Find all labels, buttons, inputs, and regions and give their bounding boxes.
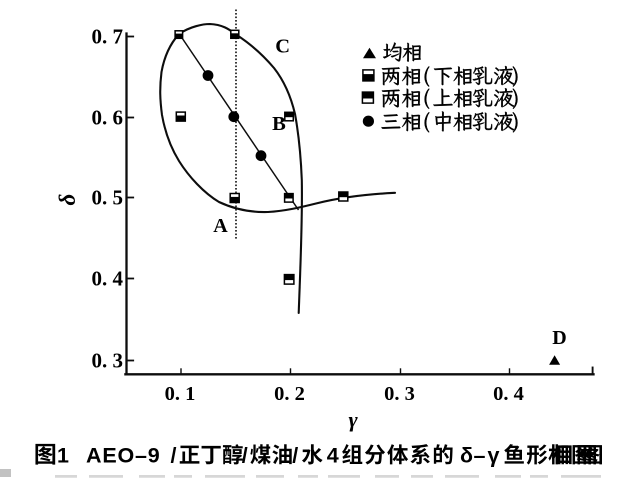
svg-text:δ: δ: [55, 194, 80, 206]
svg-text:/: /: [292, 444, 298, 468]
svg-text:0. 5: 0. 5: [92, 186, 124, 210]
svg-text:/: /: [242, 444, 248, 468]
svg-text:B: B: [272, 113, 286, 135]
svg-text:AEO–9: AEO–9: [86, 444, 161, 468]
svg-text:0. 4: 0. 4: [493, 383, 524, 405]
svg-text:0. 6: 0. 6: [92, 106, 124, 130]
svg-text:4: 4: [327, 444, 339, 468]
svg-text:A: A: [213, 215, 228, 237]
svg-text:0. 3: 0. 3: [384, 383, 415, 405]
svg-text:0. 2: 0. 2: [274, 383, 305, 405]
svg-text:/: /: [171, 444, 177, 468]
svg-text:γ: γ: [349, 407, 359, 432]
svg-text:C: C: [275, 36, 290, 58]
svg-text:γ: γ: [488, 444, 500, 468]
svg-text:0. 1: 0. 1: [165, 383, 196, 405]
svg-text:0. 3: 0. 3: [92, 349, 124, 373]
svg-text:0. 7: 0. 7: [92, 25, 124, 49]
svg-text:0. 4: 0. 4: [92, 267, 124, 291]
svg-text:D: D: [552, 327, 566, 349]
svg-text:–: –: [474, 444, 486, 468]
svg-text:1: 1: [57, 444, 69, 468]
svg-text:δ: δ: [460, 444, 473, 468]
